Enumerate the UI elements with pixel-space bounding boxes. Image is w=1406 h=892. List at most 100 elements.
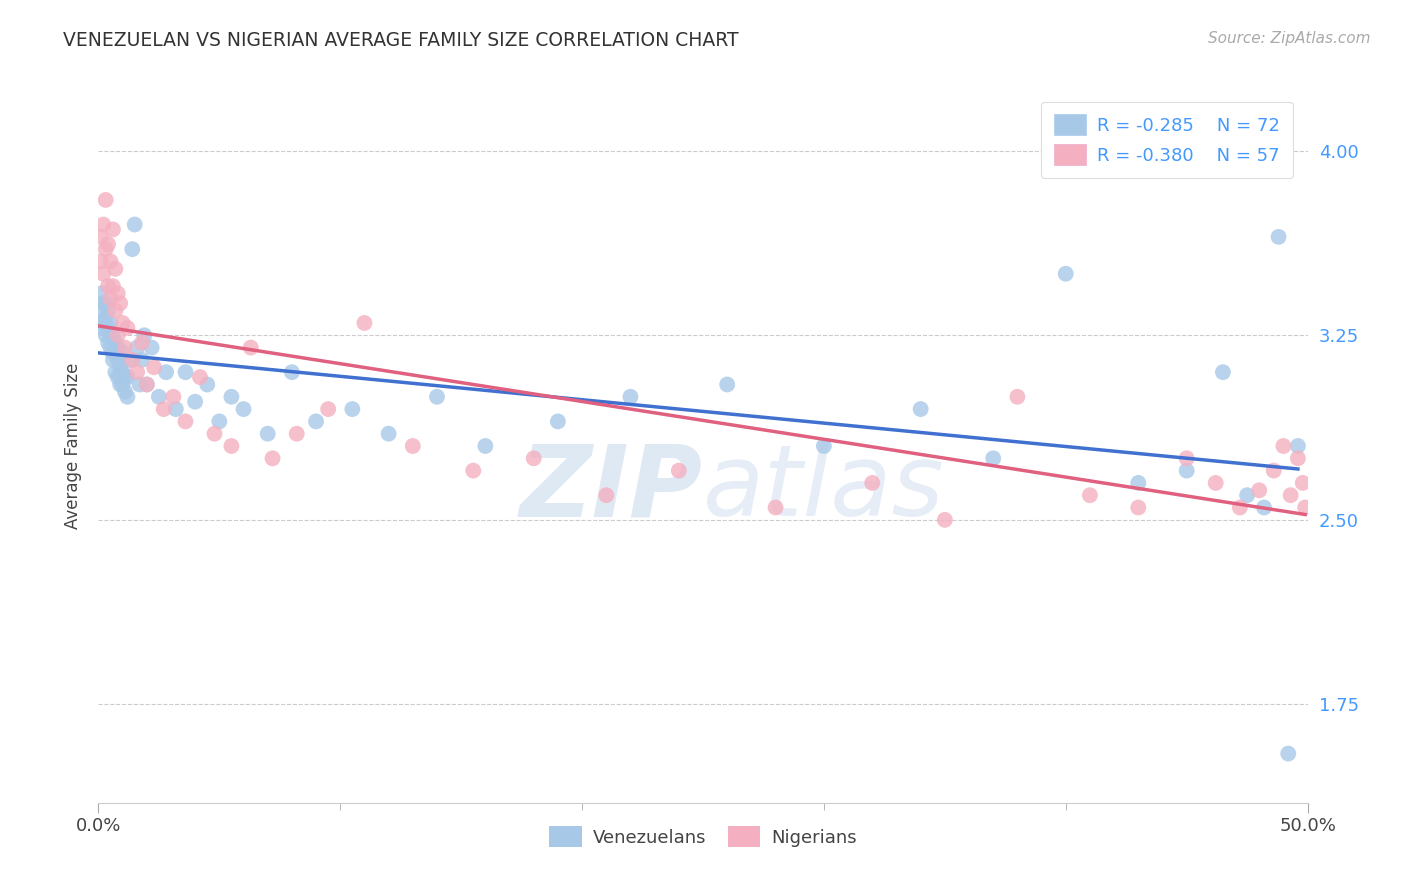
Point (91, 296, 114, 310)
Point (547, 414, 569, 428)
Point (208, 414, 231, 428)
Point (305, 414, 328, 428)
Point (97, 303, 120, 318)
Point (124, 218, 146, 232)
Point (97, 279, 120, 293)
Point (595, 488, 617, 502)
Point (131, 352, 153, 367)
Point (114, 384, 136, 399)
Point (342, 402, 364, 417)
Point (107, 341, 129, 355)
Point (107, 286, 129, 301)
Point (97, 321, 120, 335)
Point (1236, 488, 1258, 502)
Point (1128, 475, 1150, 490)
Point (619, 390, 641, 404)
Point (101, 352, 124, 367)
Point (114, 341, 136, 355)
Text: VENEZUELAN VS NIGERIAN AVERAGE FAMILY SIZE CORRELATION CHART: VENEZUELAN VS NIGERIAN AVERAGE FAMILY SI… (63, 31, 740, 50)
Point (135, 377, 157, 392)
Point (716, 377, 738, 392)
Point (174, 414, 197, 428)
Point (100, 254, 122, 268)
Point (1292, 475, 1315, 490)
Point (101, 328, 124, 343)
Point (174, 365, 197, 379)
Point (813, 439, 835, 453)
Point (104, 345, 127, 359)
Point (127, 365, 149, 379)
Point (97, 335, 120, 350)
Point (353, 316, 375, 330)
Point (143, 360, 166, 375)
Point (107, 352, 129, 367)
Point (162, 390, 184, 404)
Point (97, 237, 120, 252)
Point (195, 377, 218, 392)
Point (463, 464, 485, 478)
Point (111, 377, 134, 392)
Point (104, 335, 127, 350)
Point (204, 426, 226, 441)
Point (232, 402, 254, 417)
Point (668, 464, 690, 478)
Point (239, 341, 262, 355)
Point (1175, 464, 1198, 478)
Point (117, 390, 139, 404)
Point (111, 365, 134, 379)
Point (221, 439, 243, 453)
Point (262, 451, 284, 466)
Point (100, 316, 122, 330)
Point (221, 390, 243, 404)
Point (1229, 500, 1251, 515)
Point (523, 451, 546, 466)
Point (107, 328, 129, 343)
Point (148, 390, 170, 404)
Point (108, 377, 131, 392)
Point (1263, 464, 1285, 478)
Point (108, 360, 131, 375)
Point (184, 394, 207, 409)
Point (104, 303, 127, 318)
Point (1277, 747, 1299, 761)
Point (94, 193, 117, 207)
Point (1007, 390, 1029, 404)
Point (426, 390, 449, 404)
Point (934, 513, 956, 527)
Point (1078, 488, 1101, 502)
Point (765, 500, 787, 515)
Point (121, 352, 143, 367)
Point (90, 254, 112, 268)
Point (91, 321, 114, 335)
Point (101, 345, 124, 359)
Point (94, 296, 117, 310)
Point (100, 341, 122, 355)
Point (377, 426, 399, 441)
Point (860, 475, 883, 490)
Point (107, 370, 129, 384)
Point (127, 341, 149, 355)
Point (1279, 488, 1302, 502)
Point (91, 316, 114, 330)
Point (94, 311, 117, 326)
Point (134, 328, 156, 343)
Point (281, 365, 304, 379)
Legend: Venezuelans, Nigerians: Venezuelans, Nigerians (543, 819, 863, 855)
Point (256, 426, 278, 441)
Point (100, 291, 122, 305)
Point (104, 365, 127, 379)
Point (1294, 500, 1316, 515)
Point (1175, 451, 1198, 466)
Point (285, 426, 308, 441)
Text: atlas: atlas (703, 441, 945, 537)
Point (474, 439, 496, 453)
Point (94, 242, 117, 256)
Point (1267, 230, 1289, 244)
Point (155, 365, 177, 379)
Point (100, 328, 122, 343)
Point (1205, 475, 1227, 490)
Point (117, 321, 139, 335)
Point (108, 296, 131, 310)
Point (1272, 439, 1295, 453)
Point (1253, 500, 1275, 515)
